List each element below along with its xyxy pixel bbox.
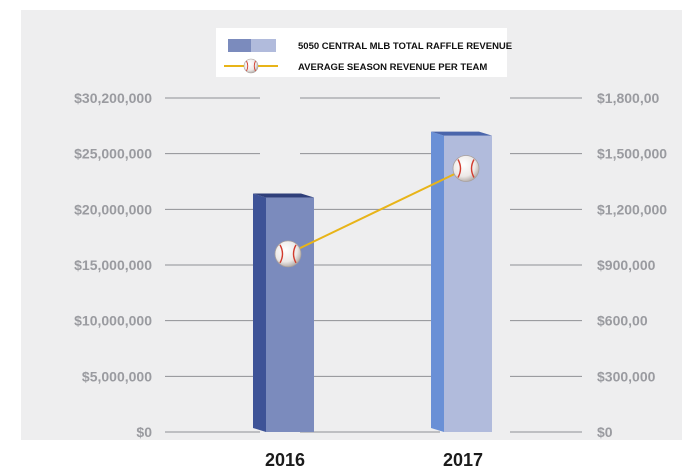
bar-top <box>253 193 314 198</box>
baseball-icon <box>243 58 259 74</box>
legend-line-label: AVERAGE SEASON REVENUE PER TEAM <box>298 62 487 73</box>
legend-bar-swatch-dark <box>228 39 252 52</box>
right-tick-label: $300,000 <box>597 368 656 384</box>
right-tick-label: $1,200,000 <box>597 201 667 217</box>
line-point-2016 <box>274 240 302 268</box>
line-point-2017 <box>452 155 480 182</box>
bar-top <box>431 131 492 136</box>
legend-bar-swatch-light <box>251 39 276 52</box>
legend-box <box>216 28 507 77</box>
bar-2016 <box>253 193 314 432</box>
series-line <box>287 167 467 255</box>
category-label-2016: 2016 <box>265 450 305 469</box>
category-label-2017: 2017 <box>443 450 483 469</box>
left-tick-label: $20,000,000 <box>74 201 152 217</box>
left-tick-label: $25,000,000 <box>74 146 152 162</box>
bar-side <box>431 131 444 432</box>
right-tick-label: $600,00 <box>597 313 648 329</box>
bar-front <box>266 197 314 432</box>
legend-bar-label: 5050 CENTRAL MLB TOTAL RAFFLE REVENUE <box>298 41 512 52</box>
bar-front <box>444 135 492 432</box>
right-tick-label: $0 <box>597 424 613 440</box>
right-tick-label: $1,500,000 <box>597 146 667 162</box>
left-tick-label: $15,000,000 <box>74 257 152 273</box>
plot-background <box>21 10 682 440</box>
left-tick-label: $5,000,000 <box>82 368 152 384</box>
bar-2017 <box>431 131 492 432</box>
left-tick-label: $30,200,000 <box>74 90 152 106</box>
bar-side <box>253 193 266 432</box>
left-tick-label: $10,000,000 <box>74 313 152 329</box>
left-tick-label: $0 <box>136 424 152 440</box>
legend: 5050 CENTRAL MLB TOTAL RAFFLE REVENUE AV… <box>216 28 512 77</box>
right-tick-label: $1,800,00 <box>597 90 659 106</box>
right-tick-label: $900,000 <box>597 257 656 273</box>
